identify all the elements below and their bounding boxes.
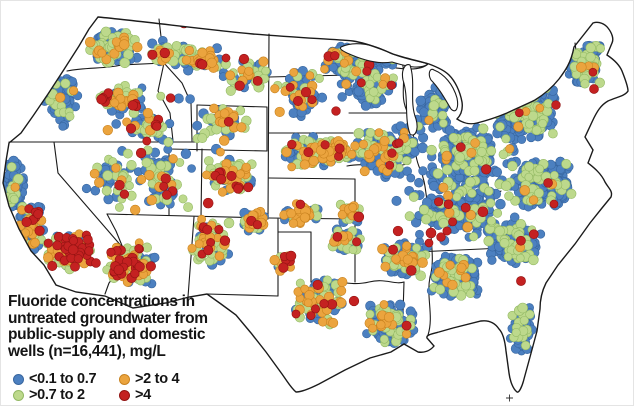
legend-column-1: <0.1 to 0.7 >0.7 to 2 — [13, 371, 119, 403]
legend-swatch-red — [119, 389, 130, 401]
map-title-line-1: Fluoride concentrations in — [8, 293, 195, 310]
legend-label-orange: >2 to 4 — [135, 371, 180, 387]
great-lakes — [339, 43, 459, 136]
legend-item-blue: <0.1 to 0.7 — [13, 371, 119, 387]
legend-label-red: >4 — [135, 387, 151, 403]
legend-item-green: >0.7 to 2 — [13, 387, 119, 403]
map-title-line-4: wells (n=16,441), mg/L — [8, 342, 166, 360]
legend-swatch-green — [13, 389, 24, 401]
legend-item-red: >4 — [119, 387, 179, 403]
graticule-tick — [506, 394, 513, 402]
map-title-line-2: untreated groundwater from — [8, 309, 208, 327]
legend-label-blue: <0.1 to 0.7 — [29, 371, 97, 387]
legend-swatch-blue — [13, 373, 24, 385]
fluoride-data-dots — [3, 17, 606, 356]
map-title-line-3: public-supply and domestic — [8, 326, 206, 343]
legend-column-2: >2 to 4 >4 — [119, 371, 180, 403]
legend-swatch-orange — [119, 373, 130, 385]
lake-huron-shape — [428, 68, 459, 112]
lake-michigan-shape — [401, 64, 418, 136]
legend-label-green: >0.7 to 2 — [29, 387, 85, 403]
legend: <0.1 to 0.7 >0.7 to 2 >2 to 4 >4 — [13, 371, 180, 403]
legend-item-orange: >2 to 4 — [119, 371, 180, 387]
map-title: Fluoride concentrations in untreated gro… — [8, 293, 208, 360]
